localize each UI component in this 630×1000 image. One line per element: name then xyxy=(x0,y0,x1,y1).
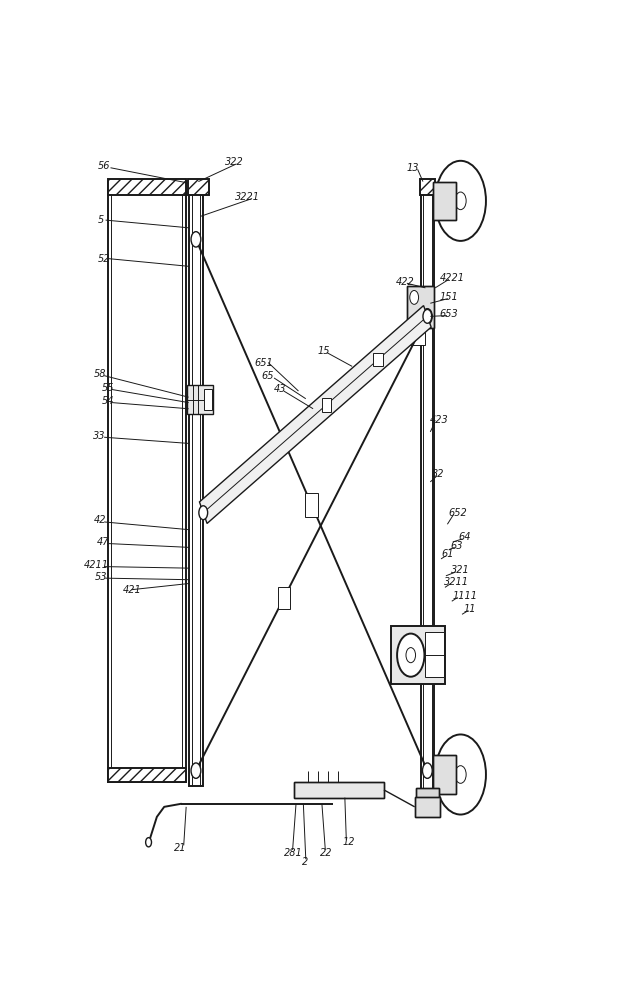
Bar xyxy=(187,385,212,414)
Circle shape xyxy=(435,161,486,241)
Text: 12: 12 xyxy=(343,837,355,847)
Text: 651: 651 xyxy=(255,358,273,368)
Text: 22: 22 xyxy=(321,848,333,858)
Text: 13: 13 xyxy=(407,163,420,173)
Circle shape xyxy=(455,192,466,210)
Bar xyxy=(391,626,445,684)
Bar xyxy=(108,179,186,195)
Bar xyxy=(415,797,440,817)
Text: 56: 56 xyxy=(97,161,110,171)
Text: 53: 53 xyxy=(94,572,107,582)
Text: 3221: 3221 xyxy=(235,192,260,202)
Circle shape xyxy=(410,290,418,304)
Bar xyxy=(415,797,440,817)
Bar xyxy=(108,768,186,782)
Bar xyxy=(425,632,444,677)
Bar xyxy=(416,788,439,799)
Circle shape xyxy=(146,838,151,847)
Bar xyxy=(420,179,435,195)
Text: 5: 5 xyxy=(97,215,103,225)
Text: 1111: 1111 xyxy=(452,591,478,601)
Circle shape xyxy=(397,634,425,677)
Text: 281: 281 xyxy=(284,848,302,858)
Bar xyxy=(433,755,456,794)
Text: 55: 55 xyxy=(102,383,115,393)
Bar xyxy=(322,398,331,412)
Bar xyxy=(188,182,203,786)
Circle shape xyxy=(307,498,316,512)
Text: 54: 54 xyxy=(102,396,115,406)
Circle shape xyxy=(435,734,486,815)
Circle shape xyxy=(191,763,201,778)
Text: 3211: 3211 xyxy=(444,577,469,587)
Polygon shape xyxy=(200,306,431,523)
Text: 52: 52 xyxy=(97,254,110,264)
Text: 63: 63 xyxy=(451,541,463,551)
Circle shape xyxy=(423,309,432,323)
Bar xyxy=(294,782,384,798)
Bar xyxy=(278,587,290,609)
Text: 2: 2 xyxy=(302,857,308,867)
Bar xyxy=(204,389,212,410)
Bar xyxy=(294,782,384,798)
Text: 421: 421 xyxy=(123,585,142,595)
Bar xyxy=(306,493,318,517)
Bar xyxy=(407,286,433,328)
Text: 21: 21 xyxy=(174,843,186,853)
Circle shape xyxy=(191,232,201,247)
Text: 33: 33 xyxy=(93,431,106,441)
Text: 15: 15 xyxy=(318,346,331,356)
Text: 58: 58 xyxy=(93,369,106,379)
Text: 4211: 4211 xyxy=(84,560,108,570)
Text: 32: 32 xyxy=(432,469,445,479)
Text: 42: 42 xyxy=(93,515,106,525)
Circle shape xyxy=(455,766,466,783)
Text: 11: 11 xyxy=(464,604,476,614)
Text: 61: 61 xyxy=(441,549,454,559)
Circle shape xyxy=(199,506,208,520)
Text: 65: 65 xyxy=(262,371,274,381)
Text: 653: 653 xyxy=(439,309,458,319)
Bar xyxy=(108,182,186,782)
Bar xyxy=(373,353,383,366)
Text: 43: 43 xyxy=(274,384,287,394)
Bar xyxy=(433,755,456,794)
Text: 321: 321 xyxy=(451,565,469,575)
Bar xyxy=(188,179,209,195)
Text: 47: 47 xyxy=(97,537,110,547)
Bar xyxy=(433,182,456,220)
Text: 4221: 4221 xyxy=(440,273,465,283)
Text: 151: 151 xyxy=(439,292,458,302)
Bar xyxy=(407,286,433,328)
Circle shape xyxy=(423,309,432,324)
Text: 423: 423 xyxy=(430,415,449,425)
Bar xyxy=(416,788,439,799)
Bar xyxy=(433,182,456,220)
Text: 652: 652 xyxy=(449,508,467,518)
Text: 322: 322 xyxy=(226,157,244,167)
Bar xyxy=(421,182,434,790)
Circle shape xyxy=(423,763,432,778)
Text: 422: 422 xyxy=(396,277,415,287)
Text: 64: 64 xyxy=(459,532,471,542)
Bar xyxy=(410,328,425,345)
Circle shape xyxy=(406,648,416,663)
